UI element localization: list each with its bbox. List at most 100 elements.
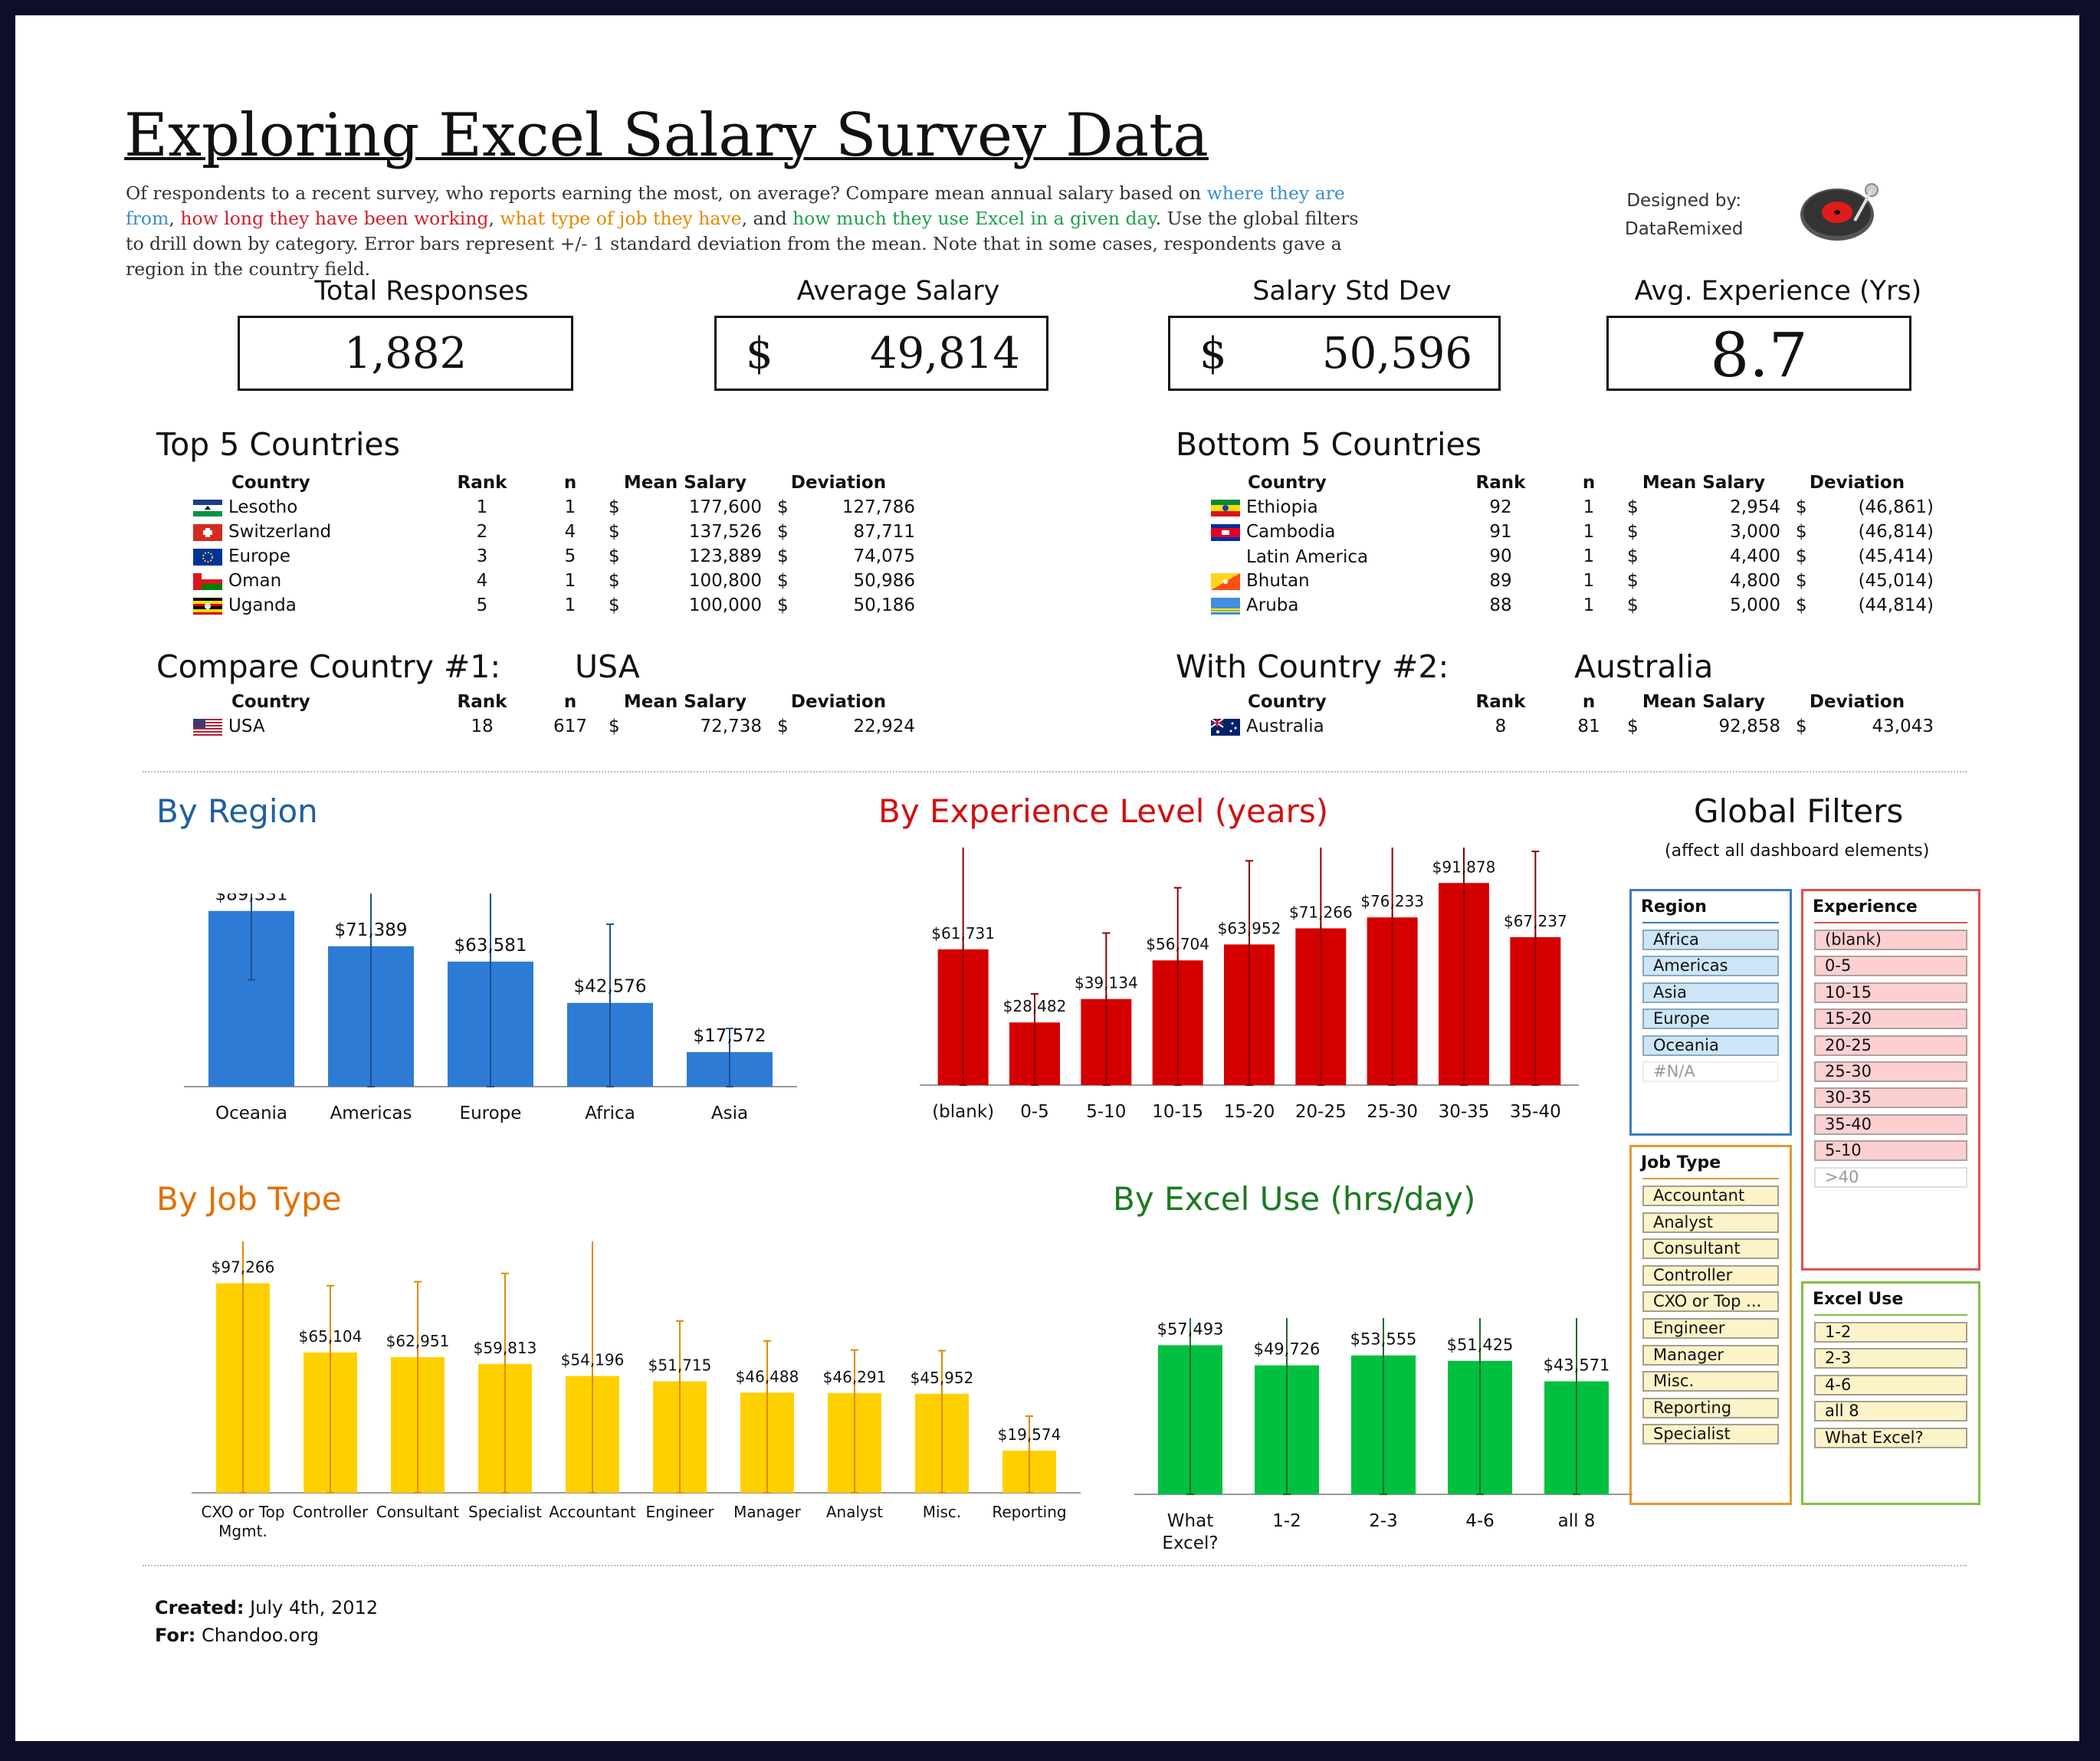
region-filter-label: Region: [1641, 897, 1707, 917]
category-label: 30-35: [1439, 1102, 1490, 1122]
n-cell: 1: [1583, 546, 1595, 566]
deviation-cell: (45,414): [1858, 546, 1934, 566]
deviation-cell: 87,711: [853, 522, 915, 542]
experience-filter-item[interactable]: 5-10: [1814, 1140, 1967, 1162]
table-row: Switzerland 2 4 $137,526 $87,711: [193, 520, 915, 544]
col-mean-salary: Mean Salary: [1642, 473, 1766, 493]
kpi-avg-experience: 8.7: [1606, 316, 1911, 391]
global-filters-subtitle: (affect all dashboard elements): [1665, 841, 1930, 861]
category-label: Engineer: [645, 1503, 714, 1521]
jobtype-filter-item[interactable]: Manager: [1642, 1344, 1779, 1366]
mean-salary-cell: 92,858: [1718, 717, 1780, 736]
country-cell: Lesotho: [193, 495, 432, 520]
intro-part: . Use the global filters to drill down b…: [126, 208, 1359, 280]
chart-experience-title: By Experience Level (years): [878, 792, 1329, 830]
category-label: Analyst: [826, 1503, 883, 1521]
jobtype-filter-item[interactable]: Misc.: [1642, 1371, 1779, 1392]
intro-text: Of respondents to a recent survey, who r…: [126, 181, 1367, 282]
currency-symbol: $: [1796, 717, 1807, 736]
jobtype-filter-item[interactable]: Reporting: [1642, 1397, 1779, 1418]
top5-table: Country Rank n Mean Salary Deviation Les…: [193, 471, 915, 618]
exceluse-filter-item[interactable]: 2-3: [1814, 1348, 1967, 1369]
filter-underline: [1814, 1314, 1967, 1316]
exceluse-filter-item[interactable]: all 8: [1814, 1401, 1967, 1422]
region-filter-item[interactable]: #N/A: [1642, 1061, 1779, 1082]
experience-filter-item[interactable]: 25-30: [1814, 1061, 1967, 1082]
compare1-label: Compare Country #1:: [156, 648, 501, 685]
data-label: $42,576: [573, 977, 646, 997]
designed-by-label: Designed by:: [1626, 191, 1742, 211]
exceluse-filter-item[interactable]: What Excel?: [1814, 1427, 1967, 1448]
exceluse-filter-item[interactable]: 4-6: [1814, 1374, 1967, 1395]
rank-cell: 92: [1489, 497, 1512, 517]
deviation-cell: 74,075: [853, 546, 915, 566]
region-filter-item[interactable]: Americas: [1642, 956, 1779, 977]
country-name: Cambodia: [1246, 522, 1336, 542]
region-filter-item[interactable]: Asia: [1642, 982, 1779, 1003]
data-label: $53,555: [1350, 1330, 1417, 1349]
data-label: $17,572: [693, 1026, 766, 1046]
country-name: USA: [228, 717, 265, 736]
jobtype-filter-item[interactable]: Specialist: [1642, 1424, 1779, 1445]
data-label: $89,331: [215, 894, 287, 905]
region-filter-item[interactable]: Europe: [1642, 1008, 1779, 1030]
data-label: $56,704: [1146, 935, 1209, 953]
experience-filter-item[interactable]: 10-15: [1814, 982, 1967, 1003]
currency-symbol: $: [609, 571, 620, 591]
category-label: CXO or Top Mgmt.: [201, 1503, 284, 1540]
currency-symbol: $: [1627, 522, 1639, 542]
col-country: Country: [231, 473, 310, 493]
region-filter-item[interactable]: Africa: [1642, 930, 1779, 950]
rank-cell: 2: [476, 522, 488, 542]
currency-symbol: $: [609, 522, 620, 542]
compare2-selector[interactable]: Australia: [1574, 648, 1714, 685]
experience-filter-item[interactable]: 20-25: [1814, 1035, 1967, 1056]
exceluse-filter-item[interactable]: 1-2: [1814, 1322, 1967, 1343]
data-label: $51,715: [648, 1356, 712, 1375]
jobtype-filter-item[interactable]: Consultant: [1642, 1238, 1779, 1260]
deviation-cell: 127,786: [842, 497, 915, 517]
region-filter-item[interactable]: Oceania: [1642, 1035, 1779, 1056]
country-cell: Cambodia: [1211, 520, 1451, 544]
experience-filter-item[interactable]: 35-40: [1814, 1113, 1967, 1135]
for-site: Chandoo.org: [201, 1625, 320, 1646]
experience-filter-item[interactable]: (blank): [1814, 930, 1967, 950]
n-cell: 1: [1583, 571, 1595, 591]
compare1-selector[interactable]: USA: [575, 648, 640, 685]
jobtype-filter-item[interactable]: Analyst: [1642, 1212, 1779, 1233]
country-name: Bhutan: [1246, 571, 1310, 591]
category-label: 20-25: [1295, 1102, 1347, 1122]
aruba-flag-icon: [1211, 597, 1240, 615]
jobtype-filter-item[interactable]: Controller: [1642, 1264, 1779, 1286]
n-cell: 81: [1577, 717, 1600, 736]
col-deviation: Deviation: [1809, 692, 1905, 712]
col-rank: Rank: [1475, 692, 1526, 712]
data-label: $46,291: [823, 1368, 887, 1386]
experience-filter-item[interactable]: >40: [1814, 1166, 1967, 1188]
col-country: Country: [1248, 692, 1327, 712]
mean-salary-cell: 4,800: [1730, 571, 1780, 591]
category-label: 4-6: [1465, 1511, 1495, 1531]
global-filters-title: Global Filters: [1694, 792, 1904, 830]
jobtype-filter-item[interactable]: CXO or Top ...: [1642, 1291, 1779, 1313]
experience-filter-item[interactable]: 30-35: [1814, 1087, 1967, 1109]
category-label: Consultant: [376, 1503, 459, 1521]
intro-howlong: how long: [180, 208, 264, 229]
data-label: $71,266: [1289, 903, 1353, 921]
eu-flag-icon: [193, 548, 222, 566]
intro-working: they have been working: [264, 208, 489, 229]
experience-chart: $61,731 (blank) $28,482 0-5 $39,134 5-10 $56,7…: [920, 848, 1579, 1122]
for-label: For:: [155, 1625, 196, 1646]
deviation-cell: 50,986: [853, 571, 915, 591]
dashboard-page: Exploring Excel Salary Survey Data Of re…: [15, 15, 2079, 1741]
mean-salary-cell: 137,526: [688, 522, 762, 542]
n-cell: 1: [564, 497, 576, 517]
country-cell: Latin America: [1211, 544, 1451, 569]
experience-filter-item[interactable]: 15-20: [1814, 1008, 1967, 1030]
jobtype-filter-item[interactable]: Engineer: [1642, 1318, 1779, 1339]
experience-filter-item[interactable]: 0-5: [1814, 956, 1967, 977]
jobtype-filter-item[interactable]: Accountant: [1642, 1185, 1779, 1206]
kpi-average-salary: $ 49,814: [714, 316, 1048, 391]
mean-salary-cell: 100,800: [688, 571, 762, 591]
cambodia-flag-icon: [1211, 523, 1240, 541]
